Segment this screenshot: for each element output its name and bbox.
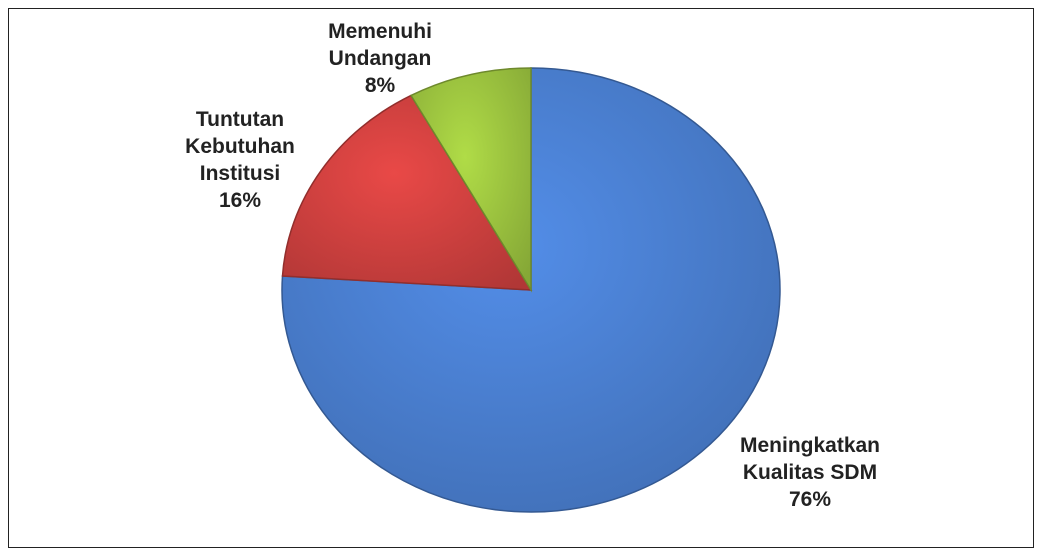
chart-frame (8, 8, 1034, 548)
category-label: Meningkatkan Kualitas SDM (739, 434, 881, 484)
pie-slice (409, 67, 532, 293)
slice-label: Meningkatkan Kualitas SDM 76% (700, 432, 920, 513)
value-label: 76% (788, 488, 832, 511)
slice-label: Memenuhi Undangan 8% (295, 18, 465, 99)
category-label: Memenuhi Undangan (328, 20, 432, 70)
value-label: 8% (364, 74, 396, 97)
pie-slice (281, 94, 533, 291)
slice-label: Tuntutan Kebutuhan Institusi 16% (150, 106, 330, 214)
value-label: 16% (218, 189, 262, 212)
category-label: Tuntutan Kebutuhan Institusi (185, 108, 295, 185)
